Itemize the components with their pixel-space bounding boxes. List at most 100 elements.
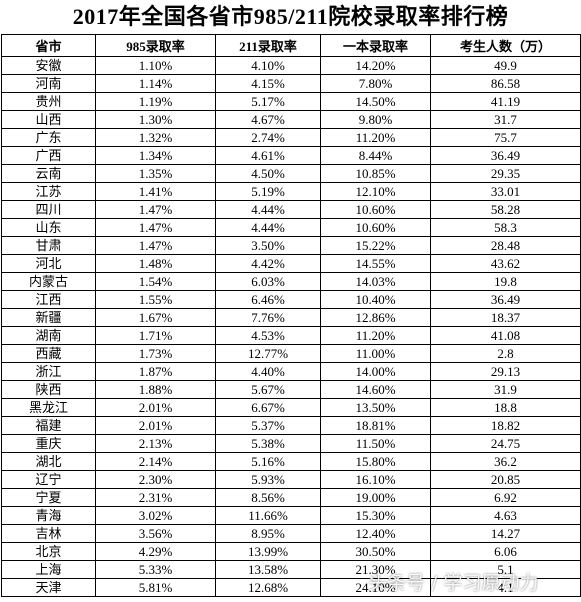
value-cell: 1.47%: [95, 200, 216, 219]
value-cell: 29.35: [430, 164, 581, 183]
province-cell: 山东: [1, 218, 96, 237]
value-cell: 12.77%: [215, 344, 321, 363]
province-cell: 四川: [1, 200, 96, 219]
value-cell: 3.50%: [215, 236, 321, 255]
province-cell: 陕西: [1, 380, 96, 399]
value-cell: 1.35%: [95, 164, 216, 183]
table-row: 江西 1.55% 6.46% 10.40% 36.49: [1, 290, 581, 309]
value-cell: 86.58: [430, 74, 581, 93]
value-cell: 2.01%: [95, 398, 216, 417]
province-cell: 河南: [1, 74, 96, 93]
value-cell: 5.17%: [215, 92, 321, 111]
table-row: 山东 1.47% 4.44% 10.60% 58.3: [1, 218, 581, 237]
table-row: 天津 5.81% 12.68% 24.10% 4.1: [1, 578, 581, 597]
value-cell: 11.00%: [320, 344, 431, 363]
value-cell: 6.92: [430, 488, 581, 507]
value-cell: 14.55%: [320, 254, 431, 273]
value-cell: 4.15%: [215, 74, 321, 93]
header-cell: 211录取率: [215, 34, 321, 57]
province-cell: 湖南: [1, 326, 96, 345]
value-cell: 1.67%: [95, 308, 216, 327]
value-cell: 5.16%: [215, 452, 321, 471]
province-cell: 新疆: [1, 308, 96, 327]
table-row: 北京 4.29% 13.99% 30.50% 6.06: [1, 542, 581, 561]
value-cell: 15.80%: [320, 452, 431, 471]
value-cell: 1.54%: [95, 272, 216, 291]
value-cell: 10.60%: [320, 218, 431, 237]
value-cell: 10.85%: [320, 164, 431, 183]
value-cell: 11.20%: [320, 128, 431, 147]
table-row: 江苏 1.41% 5.19% 12.10% 33.01: [1, 182, 581, 201]
table-row: 河北 1.48% 4.42% 14.55% 43.62: [1, 254, 581, 273]
value-cell: 13.99%: [215, 542, 321, 561]
value-cell: 1.71%: [95, 326, 216, 345]
table-row: 湖北 2.14% 5.16% 15.80% 36.2: [1, 452, 581, 471]
table-row: 吉林 3.56% 8.95% 12.40% 14.27: [1, 524, 581, 543]
value-cell: 1.48%: [95, 254, 216, 273]
header-cell: 985录取率: [95, 34, 216, 57]
value-cell: 3.02%: [95, 506, 216, 525]
value-cell: 5.19%: [215, 182, 321, 201]
table-row: 河南 1.14% 4.15% 7.80% 86.58: [1, 74, 581, 93]
province-cell: 江苏: [1, 182, 96, 201]
value-cell: 14.03%: [320, 272, 431, 291]
value-cell: 8.56%: [215, 488, 321, 507]
value-cell: 4.42%: [215, 254, 321, 273]
value-cell: 5.38%: [215, 434, 321, 453]
value-cell: 2.14%: [95, 452, 216, 471]
province-cell: 宁夏: [1, 488, 96, 507]
value-cell: 13.58%: [215, 560, 321, 579]
province-cell: 贵州: [1, 92, 96, 111]
value-cell: 14.60%: [320, 380, 431, 399]
table-row: 浙江 1.87% 4.40% 14.00% 29.13: [1, 362, 581, 381]
province-cell: 福建: [1, 416, 96, 435]
value-cell: 4.50%: [215, 164, 321, 183]
province-cell: 江西: [1, 290, 96, 309]
value-cell: 5.81%: [95, 578, 216, 597]
value-cell: 43.62: [430, 254, 581, 273]
province-cell: 天津: [1, 578, 96, 597]
province-cell: 湖北: [1, 452, 96, 471]
value-cell: 1.34%: [95, 146, 216, 165]
value-cell: 1.47%: [95, 236, 216, 255]
table-row: 甘肃 1.47% 3.50% 15.22% 28.48: [1, 236, 581, 255]
table-row: 青海 3.02% 11.66% 15.30% 4.63: [1, 506, 581, 525]
table-row: 陕西 1.88% 5.67% 14.60% 31.9: [1, 380, 581, 399]
value-cell: 14.27: [430, 524, 581, 543]
value-cell: 2.13%: [95, 434, 216, 453]
province-cell: 广西: [1, 146, 96, 165]
value-cell: 15.30%: [320, 506, 431, 525]
value-cell: 1.30%: [95, 110, 216, 129]
table-row: 宁夏 2.31% 8.56% 19.00% 6.92: [1, 488, 581, 507]
value-cell: 12.86%: [320, 308, 431, 327]
header-cell: 一本录取率: [320, 34, 431, 57]
value-cell: 14.50%: [320, 92, 431, 111]
value-cell: 5.93%: [215, 470, 321, 489]
value-cell: 4.63: [430, 506, 581, 525]
value-cell: 6.03%: [215, 272, 321, 291]
value-cell: 2.74%: [215, 128, 321, 147]
table-row: 内蒙古 1.54% 6.03% 14.03% 19.8: [1, 272, 581, 291]
watermark: 头条号 / 学习原动力: [368, 572, 539, 594]
value-cell: 4.44%: [215, 200, 321, 219]
value-cell: 14.20%: [320, 56, 431, 75]
table-row: 福建 2.01% 5.37% 18.81% 18.82: [1, 416, 581, 435]
value-cell: 14.00%: [320, 362, 431, 381]
table-row: 上海 5.33% 13.58% 21.30% 5.1: [1, 560, 581, 579]
value-cell: 7.76%: [215, 308, 321, 327]
value-cell: 36.2: [430, 452, 581, 471]
value-cell: 18.37: [430, 308, 581, 327]
value-cell: 7.80%: [320, 74, 431, 93]
value-cell: 31.7: [430, 110, 581, 129]
value-cell: 6.06: [430, 542, 581, 561]
value-cell: 5.33%: [95, 560, 216, 579]
value-cell: 41.19: [430, 92, 581, 111]
header-row: 省市 985录取率 211录取率 一本录取率 考生人数（万）: [1, 34, 581, 57]
value-cell: 1.73%: [95, 344, 216, 363]
value-cell: 4.44%: [215, 218, 321, 237]
table-row: 四川 1.47% 4.44% 10.60% 58.28: [1, 200, 581, 219]
value-cell: 1.32%: [95, 128, 216, 147]
value-cell: 5.37%: [215, 416, 321, 435]
table-row: 重庆 2.13% 5.38% 11.50% 24.75: [1, 434, 581, 453]
